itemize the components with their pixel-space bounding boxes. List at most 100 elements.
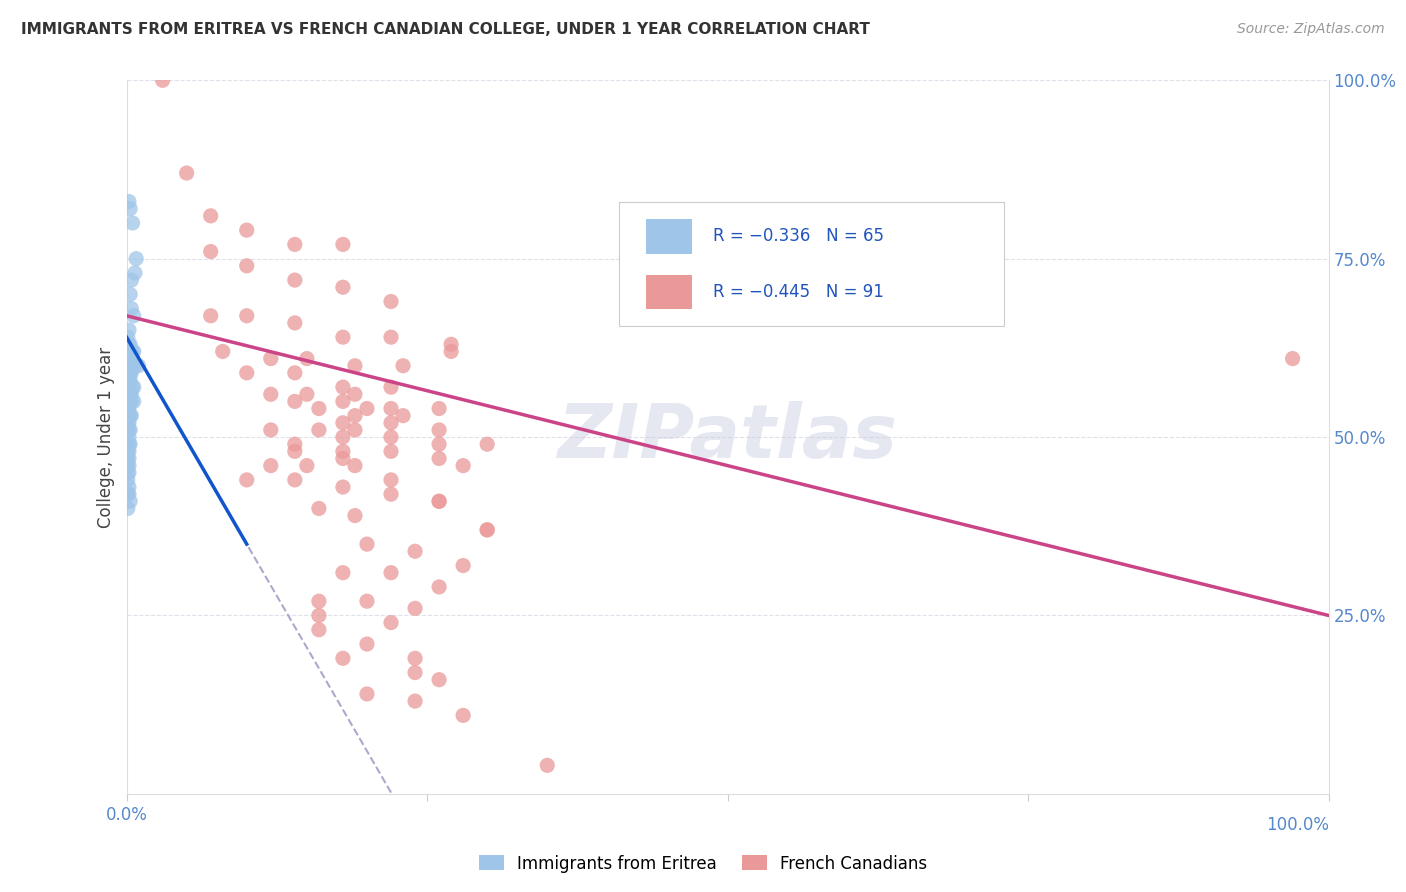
Point: [260, 351, 283, 366]
Point: [451, 708, 474, 723]
Point: [117, 473, 139, 487]
Point: [200, 309, 222, 323]
Point: [118, 423, 141, 437]
Point: [343, 458, 366, 473]
FancyBboxPatch shape: [645, 219, 692, 253]
Point: [120, 387, 142, 401]
Point: [308, 594, 330, 608]
Point: [343, 423, 366, 437]
Point: [235, 366, 259, 380]
Text: R = −0.445   N = 91: R = −0.445 N = 91: [713, 283, 884, 301]
Point: [332, 394, 354, 409]
Point: [356, 687, 378, 701]
Point: [118, 437, 141, 451]
Point: [356, 401, 378, 416]
Point: [332, 380, 354, 394]
Point: [475, 437, 498, 451]
Point: [440, 337, 463, 351]
Point: [284, 316, 307, 330]
Point: [308, 401, 330, 416]
Point: [122, 380, 145, 394]
Point: [404, 694, 426, 708]
Point: [332, 651, 354, 665]
Text: 100.0%: 100.0%: [1265, 816, 1329, 834]
Point: [295, 387, 318, 401]
Point: [200, 244, 222, 259]
Point: [117, 394, 139, 409]
Point: [117, 444, 139, 458]
Point: [117, 401, 139, 416]
Point: [356, 594, 378, 608]
Point: [451, 458, 474, 473]
Point: [118, 323, 141, 337]
Point: [284, 366, 307, 380]
Point: [121, 344, 143, 359]
Point: [118, 366, 141, 380]
Point: [120, 409, 142, 423]
Point: [308, 623, 330, 637]
Point: [120, 394, 142, 409]
Legend: Immigrants from Eritrea, French Canadians: Immigrants from Eritrea, French Canadian…: [472, 848, 934, 880]
Point: [118, 337, 141, 351]
Point: [120, 437, 142, 451]
Point: [380, 294, 402, 309]
Point: [536, 758, 558, 772]
FancyBboxPatch shape: [645, 275, 692, 309]
Point: [380, 380, 402, 394]
Point: [343, 359, 366, 373]
Point: [118, 409, 141, 423]
Point: [380, 615, 402, 630]
Point: [308, 501, 330, 516]
Point: [235, 309, 259, 323]
Point: [427, 673, 450, 687]
Point: [284, 444, 307, 458]
Point: [120, 359, 142, 373]
Point: [117, 466, 139, 480]
Point: [122, 309, 145, 323]
Point: [125, 252, 148, 266]
Point: [120, 409, 142, 423]
Point: [235, 259, 259, 273]
Point: [128, 359, 150, 373]
Point: [117, 423, 139, 437]
Point: [332, 444, 354, 458]
Point: [332, 451, 354, 466]
Point: [392, 409, 415, 423]
Point: [427, 580, 450, 594]
Point: [427, 401, 450, 416]
Point: [308, 608, 330, 623]
Point: [475, 523, 498, 537]
Point: [117, 330, 139, 344]
Point: [332, 430, 354, 444]
Point: [427, 494, 450, 508]
Point: [118, 466, 141, 480]
Point: [118, 387, 141, 401]
Text: IMMIGRANTS FROM ERITREA VS FRENCH CANADIAN COLLEGE, UNDER 1 YEAR CORRELATION CHA: IMMIGRANTS FROM ERITREA VS FRENCH CANADI…: [21, 22, 870, 37]
Point: [117, 501, 139, 516]
Point: [284, 394, 307, 409]
Point: [117, 416, 139, 430]
Point: [118, 451, 141, 466]
Point: [118, 194, 141, 209]
Point: [404, 665, 426, 680]
Point: [120, 301, 142, 316]
Point: [332, 566, 354, 580]
Point: [117, 458, 139, 473]
Point: [120, 344, 142, 359]
Point: [118, 416, 141, 430]
Point: [260, 458, 283, 473]
Point: [332, 416, 354, 430]
Point: [380, 430, 402, 444]
Point: [124, 359, 146, 373]
Point: [380, 566, 402, 580]
Point: [404, 651, 426, 665]
Point: [118, 373, 141, 387]
Point: [451, 558, 474, 573]
Point: [120, 423, 142, 437]
Point: [356, 537, 378, 551]
Point: [120, 202, 142, 216]
Point: [332, 330, 354, 344]
Point: [440, 344, 463, 359]
Point: [427, 451, 450, 466]
Point: [120, 494, 142, 508]
